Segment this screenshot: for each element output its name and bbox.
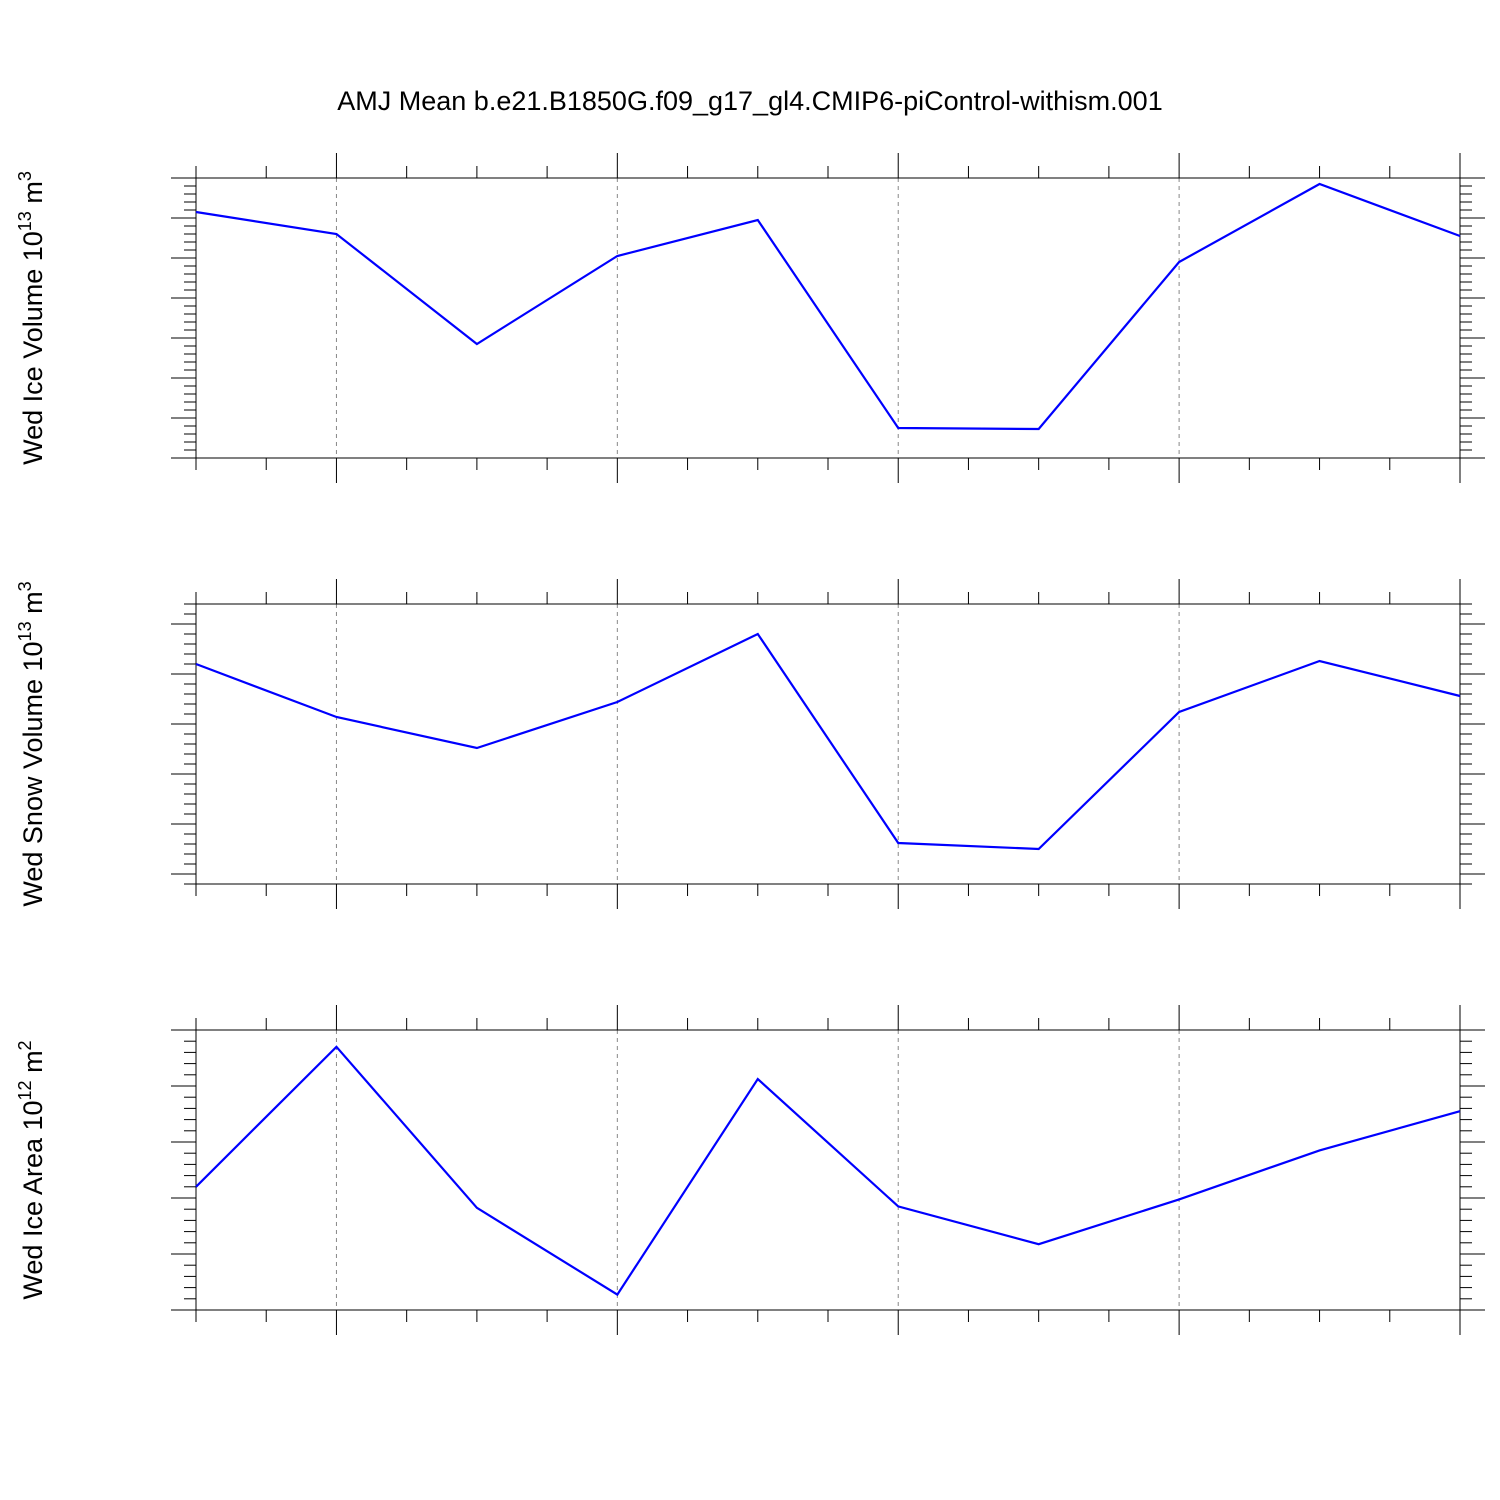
y-axis-label: Wed Ice Volume 1013 m3 [15, 171, 48, 465]
y-axis-label: Wed Snow Volume 1013 m3 [15, 581, 48, 906]
y-axis-label-part: Wed Snow Volume 10 [18, 641, 48, 906]
y-axis-label-part: m [18, 181, 48, 211]
series-line [195, 1045, 1461, 1297]
panel-ice-volume: Wed Ice Volume 1013 m3 [15, 153, 1485, 483]
figure-title: AMJ Mean b.e21.B1850G.f09_g17_gl4.CMIP6-… [337, 86, 1163, 116]
y-axis-label-superscript: 13 [15, 211, 35, 231]
plot-frame [195, 177, 1461, 459]
plot-frame [195, 1029, 1461, 1311]
y-axis-label-part: m [18, 591, 48, 621]
y-axis-label-superscript: 12 [15, 1080, 35, 1100]
y-axis-label-superscript: 3 [15, 581, 35, 591]
y-axis-label-part: m [18, 1050, 48, 1080]
series-line [195, 182, 1461, 431]
plot-frame [195, 603, 1461, 885]
series-line [195, 632, 1461, 851]
panel-snow-volume: Wed Snow Volume 1013 m3 [15, 579, 1485, 909]
panel-ice-area: Wed Ice Area 1012 m2 [15, 1005, 1485, 1335]
y-axis-label-superscript: 3 [15, 171, 35, 181]
y-axis-label-superscript: 13 [15, 621, 35, 641]
y-axis-label-superscript: 2 [15, 1040, 35, 1050]
y-axis-label-part: Wed Ice Area 10 [18, 1100, 48, 1299]
y-axis-label-part: Wed Ice Volume 10 [18, 231, 48, 465]
y-axis-label: Wed Ice Area 1012 m2 [15, 1040, 48, 1299]
